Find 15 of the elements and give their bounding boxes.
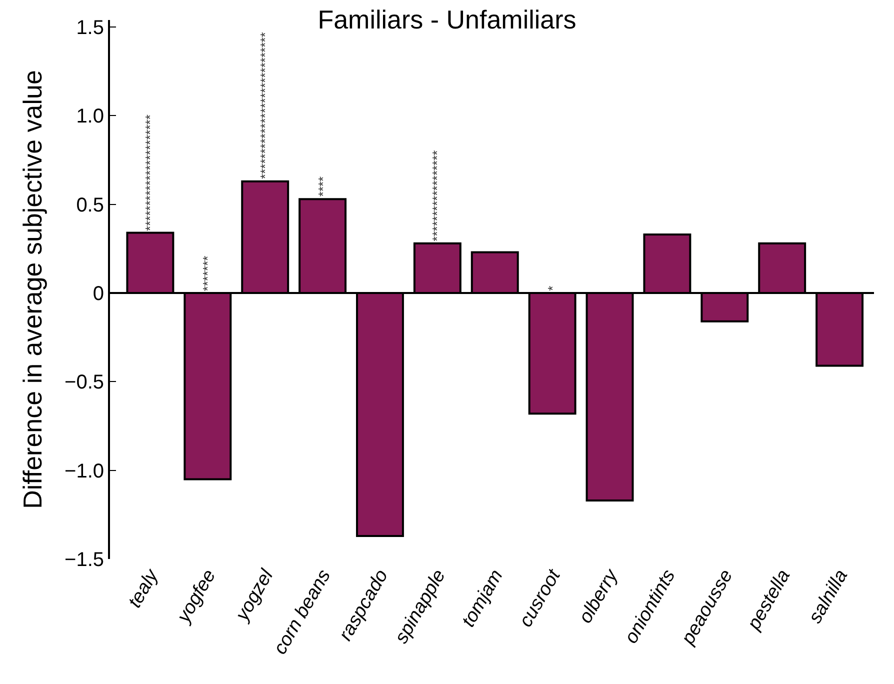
y-tick-label: −0.5 [64, 372, 104, 394]
y-tick-label: 0 [92, 283, 104, 306]
annotation: ****************** [430, 150, 445, 242]
y-tick-label: −1.0 [64, 460, 104, 482]
annotation: ***************************** [257, 32, 272, 179]
annotation: *********************** [142, 114, 158, 231]
y-tick-label: −1.5 [64, 549, 104, 571]
y-tick-label: 1.0 [76, 106, 104, 128]
annotation: ******* [200, 256, 216, 292]
chart-title: Familiars - Unfamiliars [318, 4, 576, 34]
annotation: **** [315, 176, 330, 197]
annotation: * [544, 286, 560, 291]
y-tick-label: 1.5 [76, 17, 104, 40]
y-tick-label: 0.5 [76, 194, 104, 216]
y-axis-title: Difference in average subjective value [17, 70, 48, 509]
